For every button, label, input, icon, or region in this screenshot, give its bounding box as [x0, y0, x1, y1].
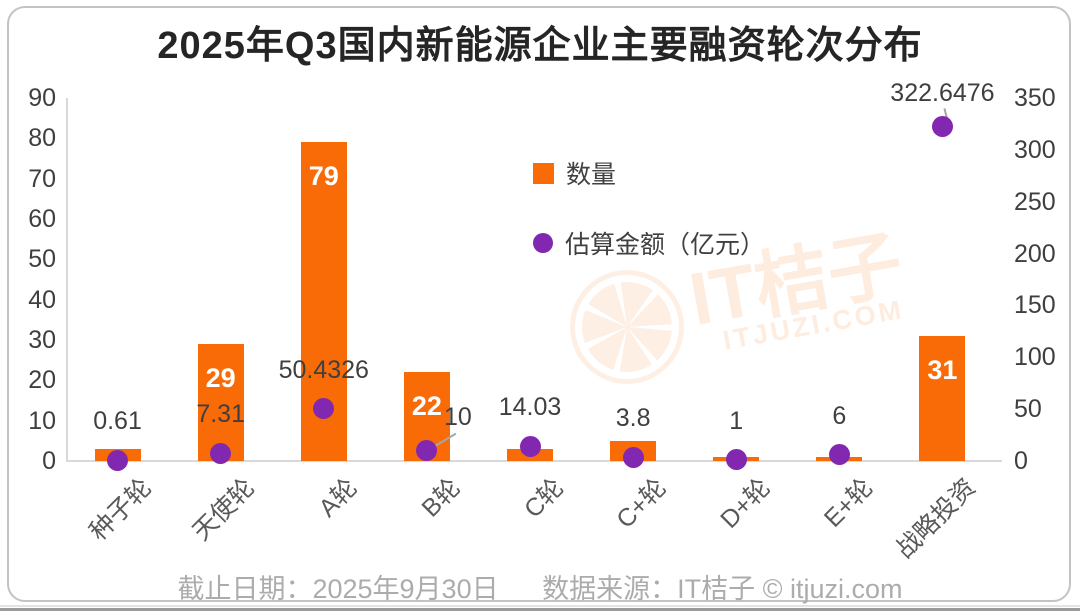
left-axis-tick: 30	[28, 326, 56, 354]
legend-item-dots[interactable]: 估算金额（亿元）	[533, 225, 765, 261]
amount-label: 0.61	[93, 407, 142, 436]
footer-source: 数据来源：IT桔子 © itjuzi.com	[542, 574, 903, 604]
itjuzi-logo-watermark-icon	[570, 270, 684, 384]
bar[interactable]	[197, 344, 244, 461]
dot[interactable]	[622, 446, 644, 468]
right-axis-tick: 100	[1014, 343, 1056, 372]
dot[interactable]	[519, 435, 541, 457]
dot[interactable]	[725, 449, 747, 471]
y-axis-line	[66, 98, 68, 461]
amount-label: 3.8	[615, 404, 651, 433]
legend-dot-swatch-icon	[533, 233, 553, 253]
dot[interactable]	[931, 115, 953, 137]
left-axis-tick: 50	[28, 245, 56, 274]
left-axis-tick: 20	[28, 366, 56, 395]
left-axis-tick: 10	[28, 406, 56, 435]
bar-value-label: 31	[927, 354, 958, 385]
left-axis-tick: 90	[28, 84, 56, 112]
amount-label: 50.4326	[278, 355, 369, 384]
left-axis-tick: 0	[42, 447, 56, 475]
legend-bar-swatch-icon	[533, 162, 554, 184]
dot[interactable]	[313, 398, 335, 420]
legend-dot-label: 估算金额（亿元）	[565, 231, 766, 259]
dot[interactable]	[210, 442, 232, 464]
chart-title: 2025年Q3国内新能源企业主要融资轮次分布	[157, 25, 923, 67]
legend: 数量 估算金额（亿元）	[533, 155, 765, 295]
amount-label: 6	[832, 401, 847, 430]
right-axis-tick: 50	[1014, 395, 1042, 424]
bar-value-label: 22	[411, 391, 442, 422]
left-axis-tick: 60	[28, 205, 56, 233]
footer-date: 截止日期：2025年9月30日	[177, 574, 499, 604]
amount-label: 322.6476	[890, 79, 995, 108]
right-axis-tick: 200	[1014, 239, 1056, 268]
right-axis-tick: 300	[1014, 135, 1056, 164]
amount-label: 1	[729, 406, 744, 435]
bottom-divider	[0, 608, 1080, 611]
x-axis-line	[66, 460, 1002, 462]
bottom-divider-light	[0, 605, 1080, 607]
dot[interactable]	[416, 440, 438, 462]
amount-label: 14.03	[498, 393, 562, 422]
dot[interactable]	[828, 444, 850, 466]
left-axis-tick: 40	[28, 285, 56, 314]
chart-card	[7, 6, 1071, 602]
dot[interactable]	[107, 449, 129, 471]
right-axis-tick: 250	[1014, 187, 1056, 216]
legend-bar-label: 数量	[566, 161, 617, 189]
right-axis-tick: 350	[1014, 84, 1056, 112]
bar[interactable]	[919, 335, 966, 461]
left-axis-tick: 80	[28, 124, 56, 153]
orange-slice-icon	[582, 282, 672, 372]
amount-label: 10	[443, 402, 472, 431]
legend-item-bars[interactable]: 数量	[533, 155, 765, 191]
right-axis-tick: 0	[1014, 447, 1028, 475]
bar-value-label: 29	[205, 363, 236, 394]
bar-value-label: 79	[308, 161, 339, 192]
amount-label: 7.31	[196, 400, 245, 429]
right-axis-tick: 150	[1014, 291, 1056, 320]
footer-note: 截止日期：2025年9月30日 数据来源：IT桔子 © itjuzi.com	[0, 567, 1080, 606]
left-axis-tick: 70	[28, 164, 56, 193]
